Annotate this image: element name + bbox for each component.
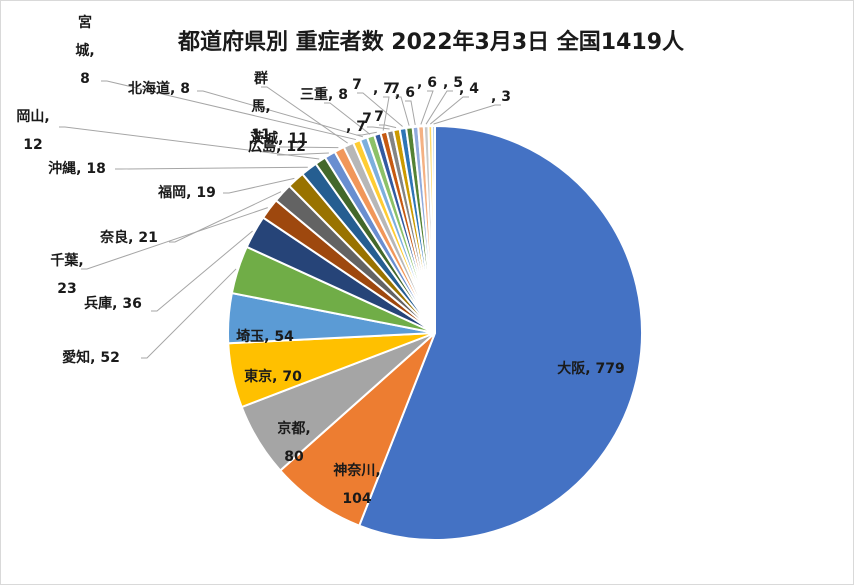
leader-line-17 (324, 102, 371, 135)
leader-line-8 (169, 191, 282, 243)
data-label-22: 7 (352, 77, 362, 93)
leader-line-27 (429, 96, 469, 125)
data-label-1: 神奈川, 104 (333, 462, 380, 507)
leader-line-16 (197, 90, 364, 138)
pie-slices (227, 124, 643, 541)
leader-line-5 (141, 268, 237, 359)
data-label-25: , 6 (417, 75, 437, 91)
pie-slice-0 (357, 124, 643, 541)
data-label-18: , 7 (346, 119, 366, 135)
pie-slice-28 (431, 124, 436, 334)
leader-line-24 (405, 100, 416, 126)
leader-line-25 (420, 90, 434, 125)
data-label-9: 福岡, 19 (157, 184, 216, 201)
data-label-23: 7 (390, 81, 400, 97)
leader-line-28 (433, 104, 501, 125)
leader-line-11 (59, 126, 320, 160)
data-label-28: , 3 (491, 89, 511, 105)
leader-line-6 (151, 230, 253, 312)
data-label-4: 埼玉, 54 (236, 328, 294, 345)
data-label-24: , 6 (395, 85, 415, 101)
data-label-26: , 5 (443, 75, 463, 91)
data-label-19: , 7 (373, 81, 393, 97)
leader-line-7 (81, 207, 268, 270)
leader-line-18 (356, 131, 377, 136)
data-label-20: 7 (362, 111, 372, 127)
data-label-3: 東京, 70 (244, 368, 302, 385)
data-labels: 大阪, 779 神奈川, 104 京都, 80 東京, 70 埼玉, 54 愛知, 52 兵庫,… (16, 14, 624, 507)
data-label-10: 沖縄, 18 (48, 160, 106, 177)
data-label-17: 三重, 8 (300, 86, 348, 103)
data-label-5: 愛知, 52 (62, 349, 120, 366)
leader-line-22 (357, 92, 403, 127)
data-label-0: 大阪, 779 (557, 360, 624, 377)
data-label-8: 奈良, 21 (99, 229, 158, 246)
data-label-16: 北海道, 8 (128, 80, 190, 97)
data-label-15: 宮城, 8 (75, 14, 94, 87)
leader-line-23 (395, 96, 410, 126)
data-label-11: 岡山, 12 (16, 109, 49, 153)
pie-slice-1 (278, 332, 436, 527)
data-label-21: 7 (374, 109, 384, 125)
leader-line-21 (379, 124, 397, 129)
data-label-6: 兵庫, 36 (84, 295, 142, 312)
leader-line-13 (279, 146, 339, 149)
data-label-14: 群馬, 11 (251, 70, 270, 143)
leader-line-12 (277, 152, 329, 156)
chart-title: 都道府県別 重症者数 2022年3月3日 全国1419人 (177, 29, 684, 55)
data-label-7: 千葉, 23 (50, 252, 83, 297)
data-label-27: , 4 (459, 81, 479, 97)
leader-line-19 (382, 96, 390, 131)
data-label-13: 茨城, 11 (250, 130, 308, 147)
leader-line-15 (101, 80, 357, 141)
leader-line-10 (115, 166, 308, 170)
leader-line-26 (425, 90, 453, 125)
leader-line-20 (367, 126, 390, 130)
data-label-2: 京都, 80 (277, 420, 310, 465)
leader-lines (59, 80, 501, 359)
leader-line-9 (223, 177, 295, 194)
data-label-12: 広島, 12 (248, 138, 306, 155)
